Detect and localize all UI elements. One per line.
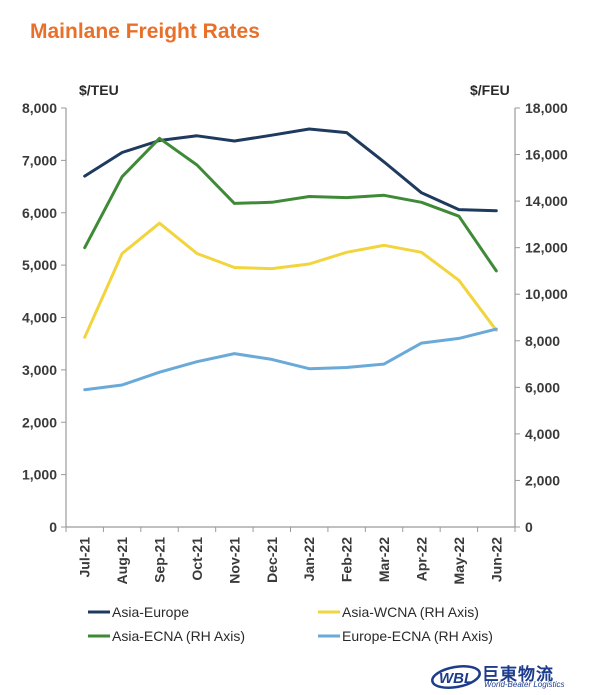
left-tick-label: 5,000 xyxy=(22,257,57,273)
series-line-asia-europe xyxy=(83,127,498,213)
x-tick-label: Jan-22 xyxy=(301,537,317,582)
right-tick-label: 12,000 xyxy=(525,240,568,256)
logo-mark-icon: WBL xyxy=(431,665,481,689)
legend-label: Asia-ECNA (RH Axis) xyxy=(112,628,245,644)
x-tick-label: Jun-22 xyxy=(488,537,504,582)
series-line-asia-ecna-rh-axis xyxy=(83,136,498,273)
right-tick-label: 14,000 xyxy=(525,193,568,209)
left-tick-label: 2,000 xyxy=(22,414,57,430)
left-tick-label: 0 xyxy=(49,519,57,535)
right-tick-label: 16,000 xyxy=(525,147,568,163)
x-tick-label: May-22 xyxy=(451,537,467,585)
right-tick-label: 2,000 xyxy=(525,472,560,488)
chart-title: Mainlane Freight Rates xyxy=(30,20,260,43)
x-tick-label: Feb-22 xyxy=(339,537,355,582)
logo-mark-text: WBL xyxy=(439,670,473,687)
axes xyxy=(65,108,516,528)
left-tick-label: 7,000 xyxy=(22,152,57,168)
x-tick-label: Mar-22 xyxy=(376,537,392,582)
x-tick-label: Nov-21 xyxy=(226,537,242,584)
legend-label: Europe-ECNA (RH Axis) xyxy=(342,628,493,644)
right-tick-label: 4,000 xyxy=(525,426,560,442)
right-tick-label: 0 xyxy=(525,519,533,535)
x-tick-label: Apr-22 xyxy=(413,537,429,582)
company-logo: WBL 巨東物流 World-Beater Logistics xyxy=(430,660,590,692)
x-tick-label: Aug-21 xyxy=(114,537,130,585)
logo-chinese-text: 巨東物流 xyxy=(482,665,554,685)
legend: Asia-Europe Asia-WCNA (RH Axis) Asia-ECNA … xyxy=(88,604,493,644)
left-tick-label: 8,000 xyxy=(22,100,57,116)
logo-english-text: World-Beater Logistics xyxy=(484,680,565,689)
left-axis-unit: $/TEU xyxy=(79,82,119,98)
left-axis-ticks: 0 1,000 2,000 3,000 4,000 5,000 6,000 7,000 8,00… xyxy=(22,100,66,535)
x-tick-label: Sep-21 xyxy=(152,537,168,583)
left-tick-label: 6,000 xyxy=(22,205,57,221)
series-line-europe-ecna-rh-axis xyxy=(83,327,498,392)
right-axis-unit: $/FEU xyxy=(470,82,510,98)
right-tick-label: 8,000 xyxy=(525,333,560,349)
x-tick-label: Jul-21 xyxy=(77,537,93,578)
legend-label: Asia-WCNA (RH Axis) xyxy=(342,604,479,620)
series-lines xyxy=(83,127,498,392)
left-tick-label: 3,000 xyxy=(22,362,57,378)
right-tick-label: 6,000 xyxy=(525,379,560,395)
right-axis-ticks: 0 2,000 4,000 6,000 8,000 10,000 12,000 14,000 1… xyxy=(515,100,568,535)
x-axis-ticks: Jul-21 Aug-21 Sep-21 Oct-21 Nov-21 Dec-21 Jan-… xyxy=(65,527,516,585)
series-line-asia-wcna-rh-axis xyxy=(83,221,498,339)
left-tick-label: 1,000 xyxy=(22,467,57,483)
x-tick-label: Dec-21 xyxy=(264,537,280,583)
legend-label: Asia-Europe xyxy=(112,604,189,620)
left-tick-label: 4,000 xyxy=(22,310,57,326)
right-tick-label: 18,000 xyxy=(525,100,568,116)
x-tick-label: Oct-21 xyxy=(189,537,205,581)
right-tick-label: 10,000 xyxy=(525,286,568,302)
